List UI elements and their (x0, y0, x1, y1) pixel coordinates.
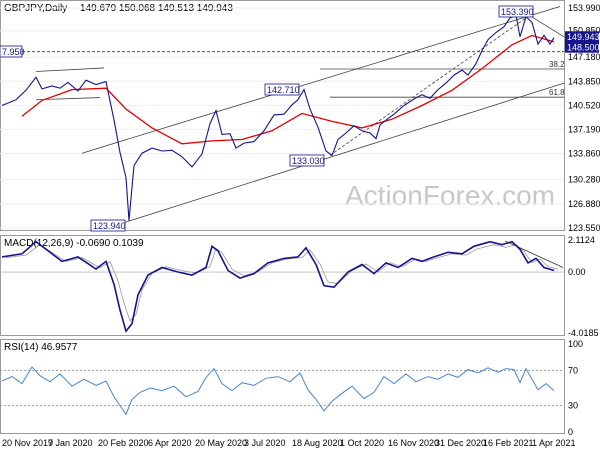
moving-average-line (21, 34, 555, 145)
macd-panel (0, 235, 565, 336)
rsi-panel (0, 339, 565, 434)
macd-header: MACD(12,26,9) -0.0690 0.1039 (4, 238, 144, 249)
fib-618-label: 61.8 (549, 88, 565, 97)
rsi-tick-label: 100 (568, 339, 583, 349)
rsi-tick-label: 0 (568, 427, 573, 437)
date-tick-label: 3 Jul 2020 (244, 438, 286, 448)
callout-low-123940: 123.940 (93, 221, 126, 231)
range-top-line (35, 67, 105, 72)
date-tick-label: 16 Feb 2021 (483, 438, 534, 448)
callout-low-123940-box (90, 219, 126, 232)
price-tick-label: 143.850 (568, 76, 600, 86)
macd-signal-line (5, 244, 559, 322)
date-tick-label: 31 Dec 2020 (435, 438, 486, 448)
date-tick-label: 7 Jan 2020 (48, 438, 93, 448)
date-tick-label: 16 Nov 2020 (388, 438, 439, 448)
date-tick-label: 6 Apr 2020 (148, 438, 192, 448)
watermark: ActionForex.com (345, 180, 555, 211)
callout-high-153390: 153.390 (501, 7, 534, 17)
macd-line (1, 240, 555, 333)
rsi-series: 100 70 30 0 (0, 339, 583, 437)
price-tick-label: 133.860 (568, 148, 600, 158)
price-axis-labels: 153.990 150.850 147.180 143.850 140.520 137.1… (0, 3, 600, 233)
price-tick-label: 140.520 (568, 100, 600, 110)
price-tick-label: 123.550 (568, 223, 600, 233)
callout-low-133030: 133.030 (292, 156, 325, 166)
callout-left-level: 7.950 (2, 47, 25, 57)
support-price-badge-bg (565, 41, 599, 53)
date-tick-label: 18 Aug 2020 (292, 438, 343, 448)
price-tick-label: 126.880 (568, 199, 600, 209)
price-series (1, 6, 565, 224)
callout-high-142710-box (264, 83, 300, 96)
macd-tick-label: 2.1124 (568, 235, 595, 245)
fib-382-label: 38.2 (549, 60, 565, 69)
price-tick-label: 130.280 (568, 174, 600, 184)
fib-levels: 38.2 61.8 (320, 60, 565, 98)
date-tick-label: 1 Apr 2021 (532, 438, 576, 448)
price-tick-label: 147.180 (568, 52, 600, 62)
rsi-tick-label: 70 (568, 365, 578, 375)
date-tick-label: 20 Nov 2019 (2, 438, 53, 448)
channel-lower-line (121, 82, 565, 224)
support-price-badge: 148.500 (567, 43, 600, 53)
date-tick-label: 20 Feb 2020 (98, 438, 149, 448)
current-price-badge-bg (565, 31, 599, 43)
callout-high-142710: 142.710 (267, 85, 300, 95)
date-tick-label: 1 Oct 2020 (340, 438, 384, 448)
channel-upper-line (81, 6, 561, 154)
price-tick-label: 150.850 (568, 26, 600, 36)
price-line (1, 14, 555, 221)
dashed-trend-line (329, 14, 531, 156)
macd-tick-label: 0.00 (568, 267, 586, 277)
callout-high-153390-box (498, 5, 534, 18)
rsi-header: RSI(14) 46.9577 (4, 342, 78, 353)
macd-trend-line (504, 240, 564, 268)
callout-left-level-box (0, 45, 23, 58)
date-tick-label: 20 May 2020 (195, 438, 247, 448)
price-panel (0, 0, 565, 231)
rsi-line (1, 366, 555, 416)
price-tick-label: 153.990 (568, 3, 600, 13)
macd-series: 2.1124 0.00 -4.0185 (0, 235, 599, 338)
current-price-badge: 149.943 (567, 32, 600, 42)
macd-tick-label: -4.0185 (568, 328, 599, 338)
callout-low-133030-box (289, 154, 325, 167)
rsi-tick-label: 30 (568, 401, 578, 411)
price-tick-label: 137.190 (568, 124, 600, 134)
